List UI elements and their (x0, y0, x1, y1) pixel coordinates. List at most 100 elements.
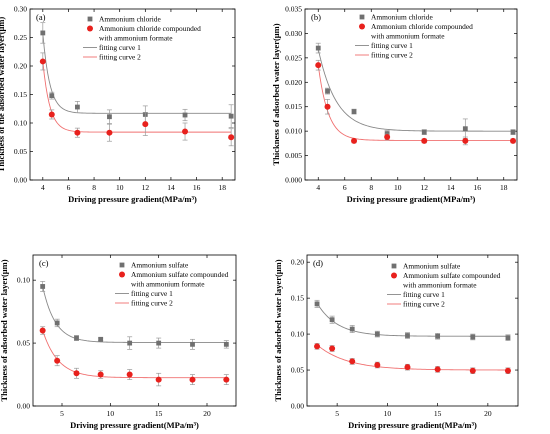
legend-label: with ammonium formate (131, 280, 205, 289)
y-axis-title: Thickness of the adsorbed water layer(μm… (0, 17, 6, 173)
data-point-series-2 (39, 327, 46, 334)
data-point-series-1 (40, 284, 46, 289)
y-tick-label: 0.000 (285, 176, 302, 185)
legend-label: fitting curve 2 (99, 53, 141, 62)
fitting-curve-1 (42, 286, 227, 343)
x-axis-title: Driving pressure gradient(MPa/m³) (348, 420, 477, 430)
data-point-series-2 (404, 364, 411, 371)
data-point-series-1 (223, 341, 229, 347)
legend-label: Ammonium chloride compounded (371, 22, 473, 31)
x-tick-label: 8 (369, 183, 373, 192)
panel-label: (d) (313, 258, 323, 268)
legend-label: fitting curve 1 (131, 289, 173, 298)
data-point-series-1 (54, 320, 60, 326)
x-tick-label: 15 (155, 409, 163, 418)
data-point-series-1 (182, 112, 188, 118)
fitting-curve-1 (42, 33, 232, 114)
y-tick-label: 0.05 (17, 339, 30, 348)
x-tick-label: 5 (60, 409, 64, 418)
data-point-series-1 (470, 334, 476, 340)
y-axis-title: Thickness of adsorbed water layer(μm) (273, 259, 283, 401)
x-tick-label: 6 (67, 183, 71, 192)
x-tick-label: 10 (384, 409, 392, 418)
legend-label: Ammonium sulfate compounded (131, 270, 229, 279)
y-tick-label: 0.10 (17, 276, 30, 285)
data-point-series-2 (314, 343, 321, 350)
data-point-series-2 (74, 129, 81, 136)
data-point-series-1 (127, 340, 133, 346)
legend-label: Ammonium chloride (371, 13, 434, 22)
legend-label: fitting curve 1 (371, 41, 413, 50)
x-tick-label: 12 (421, 183, 429, 192)
y-tick-label: 0.00 (291, 402, 304, 411)
data-point-series-1 (75, 104, 80, 110)
legend-label: fitting curve 2 (131, 299, 173, 308)
x-tick-label: 18 (500, 183, 508, 192)
data-point-series-2 (228, 134, 235, 141)
legend-marker-series-1 (359, 14, 365, 20)
data-point-series-1 (505, 335, 511, 341)
x-axis-title: Driving pressure gradient(MPa/m³) (68, 194, 197, 204)
legend-label: Ammonium sulfate compounded (403, 271, 501, 280)
y-tick-label: 0.035 (285, 5, 302, 14)
data-point-series-1 (351, 109, 357, 114)
data-point-series-2 (349, 358, 356, 365)
data-point-series-2 (48, 111, 55, 118)
x-tick-label: 10 (394, 183, 402, 192)
legend-label: fitting curve 2 (371, 51, 413, 60)
chart-panel-2: 4 6 8 10 12 14 16 18 0.000 0.005 0.010 0.015 0.020 0.… (271, 5, 518, 204)
data-point-series-2 (434, 366, 441, 373)
legend-marker-series-2 (87, 25, 93, 32)
data-point-series-2 (462, 137, 469, 144)
x-tick-label: 20 (484, 409, 492, 418)
data-point-series-1 (314, 301, 320, 307)
y-tick-label: 0.10 (14, 119, 27, 128)
data-point-series-2 (324, 103, 331, 110)
x-tick-label: 16 (474, 183, 482, 192)
legend-label: Ammonium sulfate (403, 262, 461, 271)
x-tick-label: 15 (434, 409, 442, 418)
plot-frame (32, 254, 237, 407)
y-tick-label: 0.30 (14, 5, 27, 14)
data-point-series-2 (182, 128, 189, 135)
data-point-series-2 (223, 376, 230, 383)
panel-label: (c) (39, 258, 49, 268)
data-point-series-1 (156, 340, 162, 346)
data-point-series-1 (190, 341, 195, 347)
fitting-curve-2 (42, 330, 227, 379)
legend-marker-series-1 (87, 16, 93, 22)
x-tick-label: 16 (193, 183, 201, 192)
plot-frame (304, 8, 518, 181)
x-tick-label: 4 (41, 183, 45, 192)
legend-marker-series-2 (119, 271, 125, 278)
y-tick-label: 0.25 (14, 33, 27, 42)
data-point-series-2 (469, 367, 476, 374)
fitting-curve-1 (317, 48, 514, 132)
chart-panel-3: 5 10 15 20 0.00 0.05 0.10 Driving pressure grad… (0, 254, 237, 430)
data-point-series-2 (73, 370, 80, 377)
data-point-series-2 (421, 137, 428, 144)
x-axis-title: Driving pressure gradient(MPa/m³) (347, 194, 476, 204)
data-point-series-1 (329, 317, 335, 323)
x-tick-label: 5 (335, 409, 339, 418)
legend-marker-series-1 (391, 263, 397, 269)
data-point-series-1 (98, 336, 104, 342)
y-tick-label: 0.15 (14, 90, 27, 99)
data-point-series-1 (374, 331, 380, 337)
legend-marker-series-2 (391, 272, 397, 279)
data-point-series-2 (142, 121, 149, 128)
data-point-series-1 (315, 45, 321, 51)
legend-label: fitting curve 2 (403, 300, 445, 309)
data-point-series-1 (325, 88, 330, 94)
y-tick-label: 0.05 (291, 366, 304, 375)
legend-label: Ammonium chloride compounded (99, 24, 201, 33)
legend-label: with ammonium formate (403, 281, 477, 290)
panel-label: (b) (311, 12, 321, 22)
legend-label: fitting curve 1 (99, 43, 141, 52)
x-tick-label: 18 (218, 183, 226, 192)
y-axis-title: Thickness of adsorbed water layer(μm) (271, 23, 281, 165)
data-point-series-1 (384, 131, 390, 136)
y-tick-label: 0.15 (291, 294, 304, 303)
